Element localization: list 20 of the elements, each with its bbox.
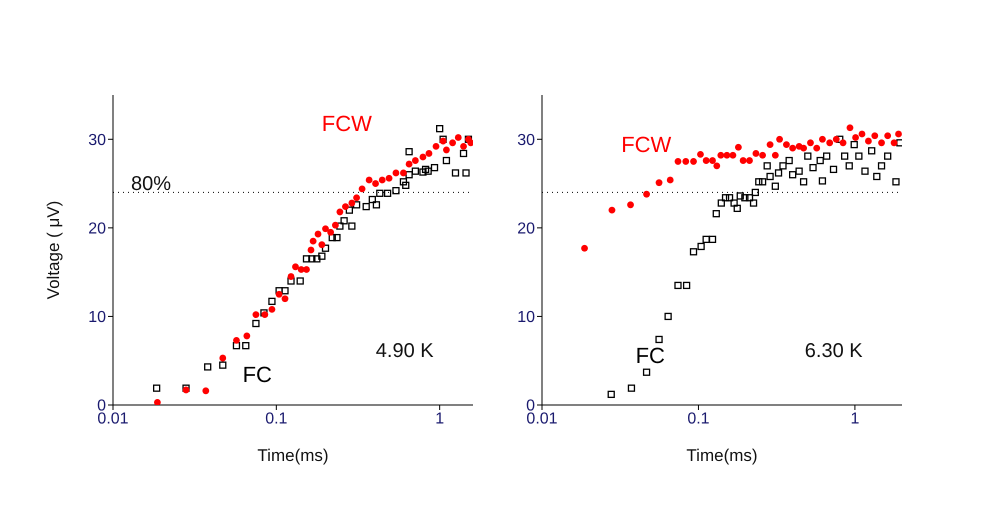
- series-label: FCW: [322, 110, 372, 136]
- x-axis-title: Time(ms): [257, 446, 329, 465]
- y-tick-label: 20: [88, 220, 106, 238]
- series-label: FCW: [621, 132, 672, 158]
- annotation: 4.90 K: [376, 340, 434, 363]
- y-tick-label: 30: [88, 132, 106, 149]
- x-tick-label: 1: [435, 410, 444, 428]
- x-tick-label: 0.1: [687, 410, 710, 428]
- annotation: 6.30 K: [804, 340, 863, 363]
- annotation: 80%: [131, 172, 172, 196]
- x-tick-label: 1: [850, 410, 860, 428]
- y-tick-label: 20: [517, 220, 536, 238]
- series-label: FC: [636, 343, 665, 369]
- y-tick-label: 10: [88, 309, 106, 326]
- y-tick-label: 30: [517, 132, 536, 149]
- y-axis-title: Voltage ( μV): [44, 200, 64, 300]
- y-tick-label: 10: [517, 309, 536, 326]
- x-axis-title: Time(ms): [686, 446, 758, 465]
- x-tick-label: 0.1: [265, 410, 288, 428]
- series-label: FC: [242, 362, 272, 388]
